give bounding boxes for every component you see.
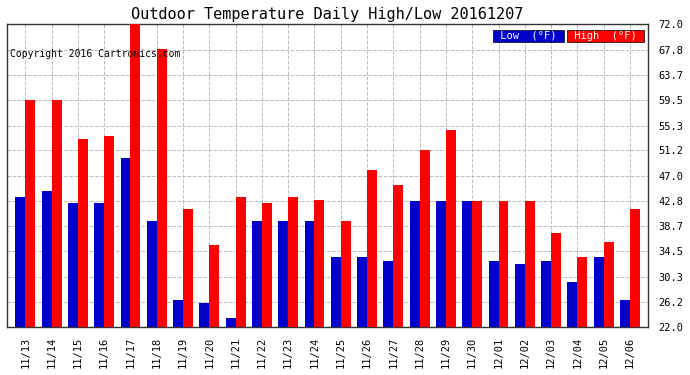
Bar <box>41 191 52 375</box>
Text: High  (°F): High (°F) <box>568 30 643 40</box>
Bar <box>95 203 104 375</box>
Bar <box>593 258 604 375</box>
Bar <box>525 201 535 375</box>
Bar <box>288 197 298 375</box>
Bar <box>515 264 525 375</box>
Title: Outdoor Temperature Daily High/Low 20161207: Outdoor Temperature Daily High/Low 20161… <box>132 7 524 22</box>
Bar <box>331 258 341 375</box>
Bar <box>462 201 472 375</box>
Bar <box>315 200 324 375</box>
Bar <box>567 282 578 375</box>
Bar <box>384 261 393 375</box>
Bar <box>262 203 272 375</box>
Bar <box>68 203 78 375</box>
Bar <box>278 221 288 375</box>
Bar <box>15 197 26 375</box>
Bar <box>498 201 509 375</box>
Bar <box>236 197 246 375</box>
Bar <box>489 261 498 375</box>
Bar <box>578 258 587 375</box>
Bar <box>173 300 183 375</box>
Bar <box>183 209 193 375</box>
Bar <box>121 158 130 375</box>
Bar <box>630 209 640 375</box>
Bar <box>104 136 114 375</box>
Bar <box>410 201 420 375</box>
Bar <box>209 245 219 375</box>
Bar <box>420 150 430 375</box>
Bar <box>551 233 561 375</box>
Bar <box>304 221 315 375</box>
Bar <box>367 170 377 375</box>
Bar <box>393 185 404 375</box>
Bar <box>436 201 446 375</box>
Bar <box>157 49 167 375</box>
Bar <box>26 100 35 375</box>
Bar <box>226 318 236 375</box>
Bar <box>52 100 61 375</box>
Bar <box>620 300 630 375</box>
Bar <box>446 130 456 375</box>
Bar <box>78 140 88 375</box>
Text: Low  (°F): Low (°F) <box>495 30 563 40</box>
Bar <box>541 261 551 375</box>
Bar <box>252 221 262 375</box>
Bar <box>341 221 351 375</box>
Bar <box>147 221 157 375</box>
Bar <box>604 242 613 375</box>
Bar <box>357 258 367 375</box>
Text: Copyright 2016 Cartronics.com: Copyright 2016 Cartronics.com <box>10 49 181 59</box>
Bar <box>199 303 209 375</box>
Bar <box>130 24 141 375</box>
Bar <box>472 201 482 375</box>
